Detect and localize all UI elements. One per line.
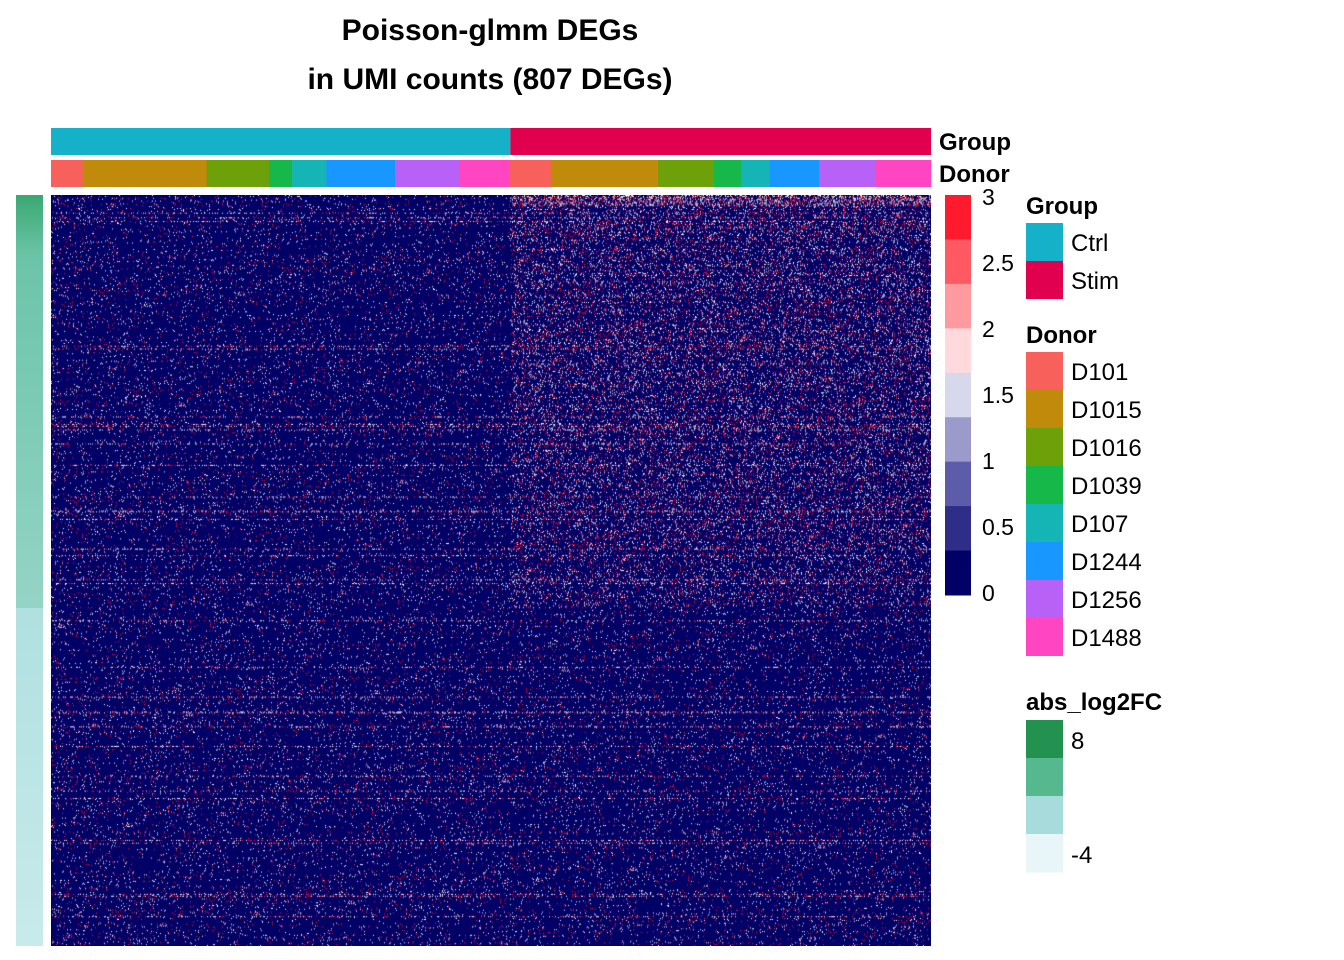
value-legend-swatch	[945, 461, 971, 507]
value-legend-swatch	[945, 328, 971, 374]
value-legend-tick: 2.5	[982, 250, 1014, 276]
legend-item-label: Stim	[1071, 268, 1119, 295]
legend-item-label: D1016	[1071, 435, 1142, 462]
abs-log2fc-swatch	[1026, 720, 1063, 759]
legend-item-label: D107	[1071, 511, 1128, 538]
legend-swatch	[1026, 542, 1063, 580]
abs-log2fc-top-label: 8	[1071, 728, 1084, 755]
donor-annotation-cell	[292, 160, 327, 187]
abs-log2fc-legend-title: abs_log2FC	[1026, 689, 1162, 716]
donor-annotation-cell	[658, 160, 714, 187]
row-annotation-lower	[16, 608, 43, 946]
legend-swatch	[1026, 223, 1063, 261]
legend-swatch	[1026, 261, 1063, 299]
legend-item-label: D1039	[1071, 473, 1142, 500]
legend-item-label: D101	[1071, 359, 1128, 386]
group-annotation-cell	[510, 128, 931, 155]
value-legend-swatch	[945, 195, 971, 240]
legend-item-label: D1256	[1071, 587, 1142, 614]
abs-log2fc-swatch	[1026, 834, 1063, 873]
donor-annotation-cell	[395, 160, 460, 187]
value-legend-swatch	[945, 506, 971, 552]
legend-item-label: D1244	[1071, 549, 1142, 576]
legend-swatch	[1026, 618, 1063, 656]
legend-item-label: D1015	[1071, 397, 1142, 424]
donor-annotation-cell	[819, 160, 876, 187]
heatmap-body	[51, 195, 931, 946]
donor-annotation-cell	[206, 160, 270, 187]
chart-title-line1: Poisson-glmm DEGs	[341, 14, 639, 47]
legend-swatch	[1026, 504, 1063, 542]
legend-swatch	[1026, 428, 1063, 466]
donor-annotation-cell	[326, 160, 396, 187]
legend-item-label: D1488	[1071, 625, 1142, 652]
donor-annotation-cell	[740, 160, 771, 187]
chart-title-line2: in UMI counts (807 DEGs)	[307, 63, 673, 96]
value-legend-swatch	[945, 550, 971, 596]
legend-swatch	[1026, 390, 1063, 428]
donor-annotation-cell	[269, 160, 293, 187]
value-legend-swatch	[945, 283, 971, 329]
donor-annotation-cell	[713, 160, 742, 187]
donor-annotation-cell	[550, 160, 659, 187]
abs-log2fc-bottom-label: -4	[1071, 842, 1092, 869]
abs-log2fc-swatch	[1026, 796, 1063, 835]
legend-swatch	[1026, 352, 1063, 390]
donor-annotation-cell	[82, 160, 208, 187]
legend-swatch	[1026, 466, 1063, 504]
donor-annotation-cell	[459, 160, 510, 187]
group-legend-title: Group	[1026, 193, 1098, 220]
value-legend-tick: 0.5	[982, 514, 1014, 540]
value-legend-tick: 3	[982, 184, 995, 210]
value-legend-tick: 2	[982, 316, 995, 342]
value-legend-tick: 0	[982, 580, 995, 606]
donor-legend-title: Donor	[1026, 322, 1097, 349]
donor-annotation-cell	[875, 160, 932, 187]
legend-item-label: Ctrl	[1071, 230, 1108, 257]
legend-swatch	[1026, 580, 1063, 618]
value-legend-swatch	[945, 417, 971, 463]
donor-annotation-cell	[509, 160, 552, 187]
donor-annotation-cell	[769, 160, 820, 187]
value-legend-tick: 1	[982, 448, 995, 474]
group-annotation-label: Group	[939, 129, 1011, 156]
group-annotation-cell	[51, 128, 511, 155]
donor-annotation-label: Donor	[939, 161, 1010, 188]
value-legend-swatch	[945, 239, 971, 285]
donor-annotation-cell	[51, 160, 83, 187]
value-legend-swatch	[945, 372, 971, 418]
abs-log2fc-swatch	[1026, 758, 1063, 797]
value-legend-tick: 1.5	[982, 382, 1014, 408]
row-annotation-upper	[16, 195, 43, 609]
